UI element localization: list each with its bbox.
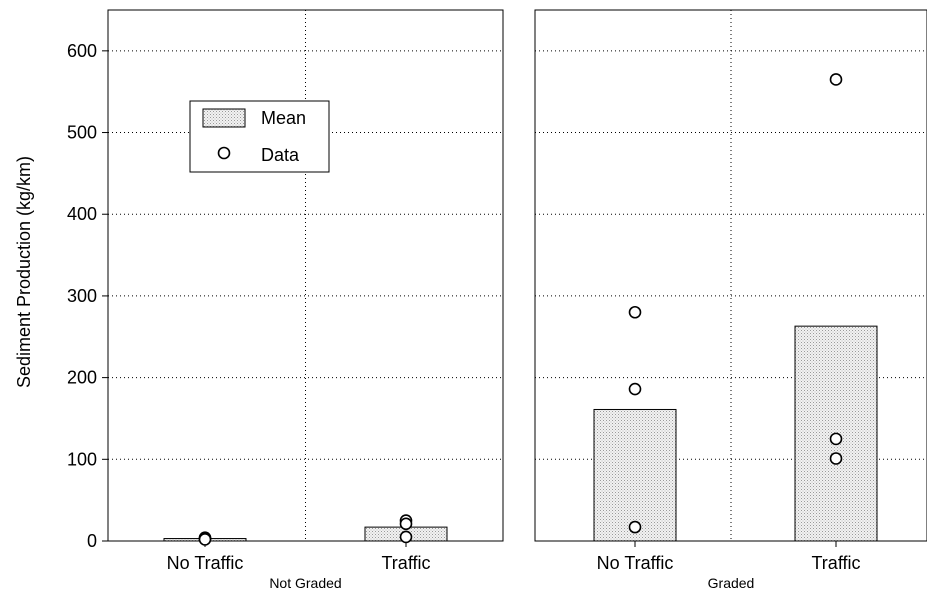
category-label: No Traffic <box>597 553 674 573</box>
data-point <box>829 452 843 465</box>
y-tick-label: 300 <box>67 286 97 306</box>
data-point <box>198 533 212 546</box>
panel-frame <box>534 9 927 542</box>
category-label: No Traffic <box>167 553 244 573</box>
y-axis-label: Sediment Production (kg/km) <box>14 156 34 388</box>
data-point <box>628 520 642 534</box>
y-tick-label: 100 <box>67 449 97 469</box>
group-label: Not Graded <box>269 575 341 591</box>
legend-label-data: Data <box>261 145 300 165</box>
panel-frame <box>107 9 504 542</box>
data-point <box>829 73 843 86</box>
legend-marker-data <box>217 146 231 160</box>
y-tick-label: 500 <box>67 123 97 143</box>
legend-swatch-mean <box>202 108 246 128</box>
data-point <box>399 530 413 544</box>
data-point <box>628 305 642 319</box>
y-tick-label: 200 <box>67 368 97 388</box>
mean-bar <box>593 408 677 542</box>
category-label: Traffic <box>381 553 430 573</box>
data-point <box>399 517 413 531</box>
data-point <box>829 432 843 446</box>
y-tick-label: 600 <box>67 41 97 61</box>
y-tick-label: 400 <box>67 204 97 224</box>
y-tick-label: 0 <box>87 531 97 551</box>
data-point <box>628 382 642 396</box>
legend-label-mean: Mean <box>261 108 306 128</box>
group-label: Graded <box>708 575 755 591</box>
category-label: Traffic <box>811 553 860 573</box>
